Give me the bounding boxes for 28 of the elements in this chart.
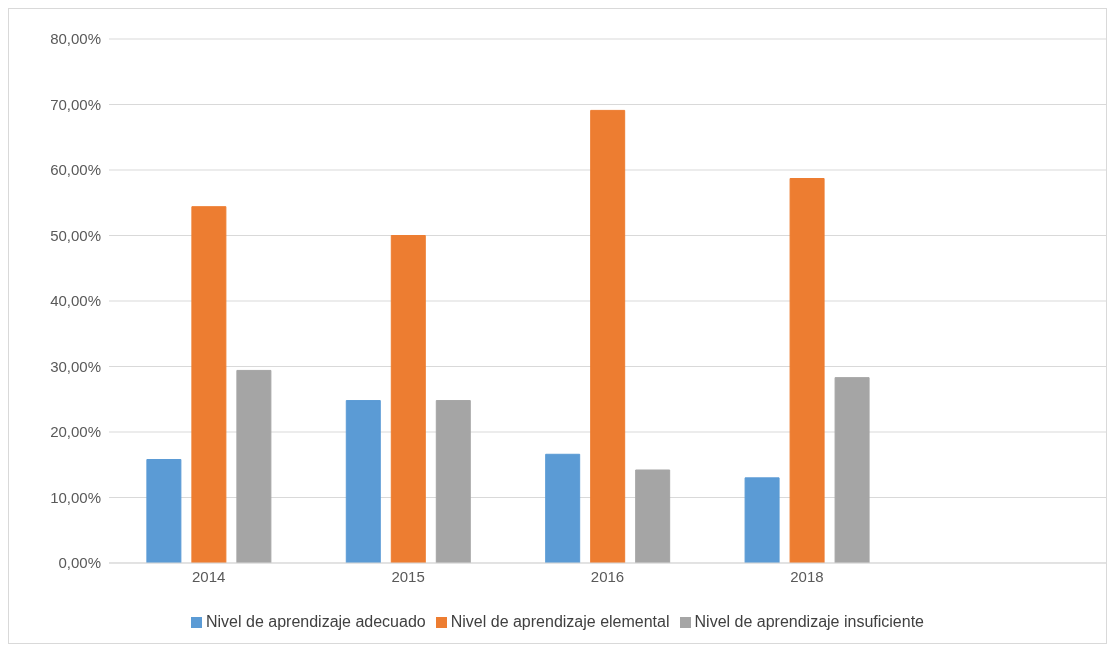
bar [744,477,780,563]
y-tick-label: 20,00% [50,423,101,441]
bar [146,459,182,563]
y-tick-label: 10,00% [50,488,101,506]
legend-label: Nivel de aprendizaje adecuado [206,613,426,630]
bar [191,206,227,563]
y-tick-label: 0,00% [58,554,101,572]
y-tick-label: 70,00% [50,95,101,113]
y-tick-label: 60,00% [50,161,101,179]
bar [236,369,272,563]
legend-label: Nivel de aprendizaje insuficiente [694,613,924,630]
x-tick-label: 2018 [790,567,824,585]
bar [390,235,426,563]
y-tick-label: 40,00% [50,292,101,310]
bar [435,400,471,563]
legend-label: Nivel de aprendizaje elemental [450,613,670,630]
bar [635,469,671,563]
x-tick-label: 2016 [590,567,625,585]
bar [590,109,626,563]
bar [345,400,381,563]
bar [789,178,825,563]
y-tick-label: 80,00% [50,30,101,48]
y-tick-label: 30,00% [50,357,101,375]
bar [545,453,581,563]
y-tick-label: 50,00% [50,226,101,244]
x-tick-label: 2014 [192,567,226,585]
bar [834,377,870,563]
x-tick-label: 2015 [391,567,425,585]
